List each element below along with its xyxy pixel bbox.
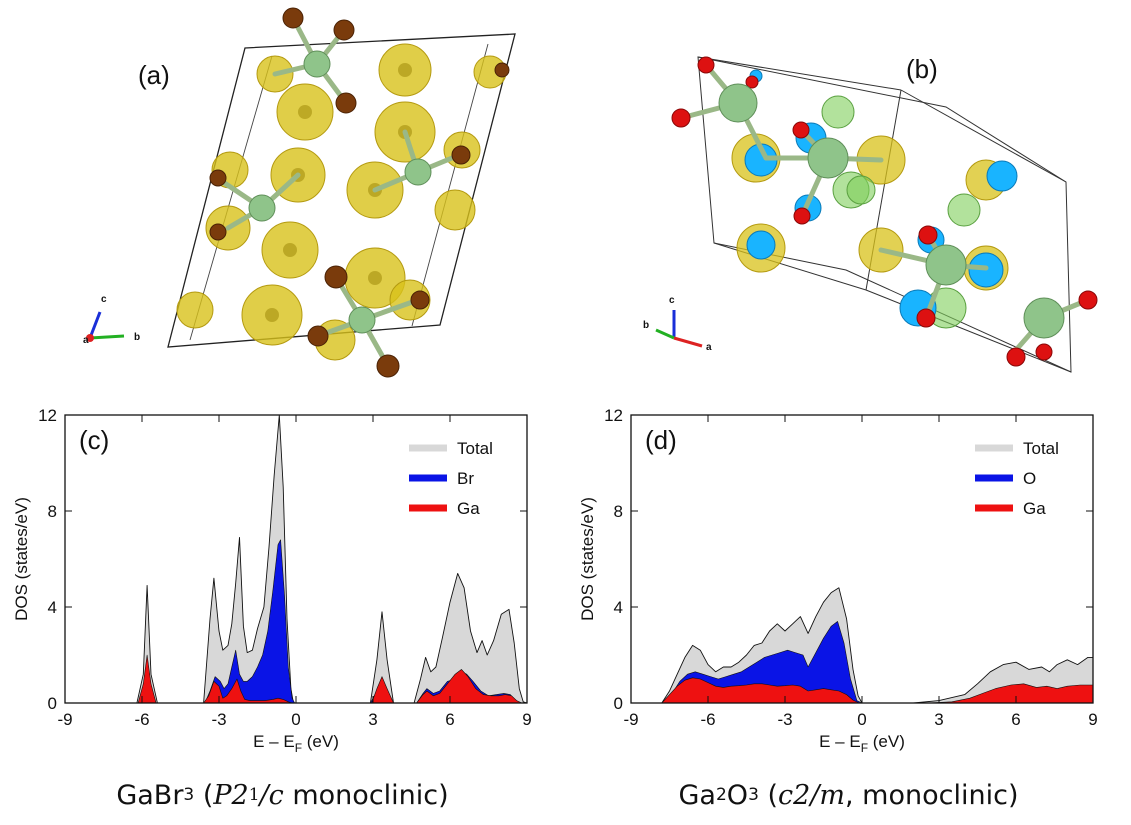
- x-tick-label: -3: [777, 710, 792, 729]
- x-tick-label: 6: [1011, 710, 1020, 729]
- legend-label-total: Total: [457, 439, 493, 458]
- x-tick-label: 0: [291, 710, 300, 729]
- axis-label-a: a: [83, 335, 89, 346]
- y-tick-label: 4: [614, 598, 623, 617]
- legend-label-br: Br: [457, 469, 474, 488]
- structure-panel-a: (a): [0, 0, 565, 395]
- unit-cell-outline: [167, 33, 516, 348]
- x-tick-label: 6: [445, 710, 454, 729]
- x-tick-label: 3: [934, 710, 943, 729]
- o-atoms: [671, 56, 1098, 367]
- legend-label-ga: Ga: [1023, 499, 1046, 518]
- caption-rest: monoclinic): [283, 779, 449, 811]
- br-atoms: [209, 7, 510, 378]
- series-area-total: [64, 414, 528, 704]
- axes-triad-b: a b c: [643, 295, 712, 353]
- x-tick-label: 9: [522, 710, 531, 729]
- legend-label-total: Total: [1023, 439, 1059, 458]
- y-axis-label: DOS (states/eV): [578, 497, 597, 621]
- structure-panel-b: (b): [566, 0, 1131, 395]
- caption-gabr3: GaBr 3 (P2 1/c monoclinic): [0, 770, 565, 820]
- caption-space-group: c2/m: [778, 779, 846, 811]
- dos-chart-d: -9 -6 -3 0 3 6 9 0 4 8 12 E – EF (eV) DOS (states/eV…: [566, 395, 1131, 775]
- legend-label-o: O: [1023, 469, 1036, 488]
- y-axis-label: DOS (states/eV): [12, 497, 31, 621]
- axis-label-b: b: [134, 332, 140, 343]
- gabr3-structure-illustration: (a): [83, 7, 516, 378]
- panel-label-b: (b): [906, 54, 938, 84]
- dos-chart-c-svg: -9 -6 -3 0 3 6 9 0 4 8 12 E – EF (eV) DOS (states/eV…: [12, 406, 532, 755]
- y-tick-label: 0: [48, 694, 57, 713]
- ga-atoms: [248, 50, 432, 334]
- x-tick-label: 3: [368, 710, 377, 729]
- panel-label: (c): [79, 425, 109, 455]
- caption-open-paren: (: [194, 779, 214, 811]
- series-area-ga: [630, 677, 1094, 704]
- caption-ga2o3: Ga 2 O 3 (c2/m, monoclinic): [566, 770, 1131, 820]
- caption-rest: , monoclinic): [845, 779, 1019, 811]
- isosurfaces-green: [821, 95, 981, 329]
- axis-label-a: a: [706, 342, 712, 353]
- x-axis-label: E – EF (eV): [819, 732, 905, 755]
- x-tick-label: -9: [57, 710, 72, 729]
- dos-chart-c: -9 -6 -3 0 3 6 9 0 4 8 12 E – EF (eV) DOS (states/eV…: [0, 395, 565, 775]
- caption-space-group-rest: /c: [259, 779, 284, 811]
- caption-formula-ga: Ga: [678, 779, 716, 811]
- y-tick-label: 12: [604, 406, 623, 425]
- y-tick-label: 0: [614, 694, 623, 713]
- axis-label-c: c: [669, 295, 675, 306]
- caption-formula-subscript: 3: [183, 785, 195, 805]
- caption-formula-subscript-2: 3: [748, 785, 759, 805]
- dos-chart-d-svg: -9 -6 -3 0 3 6 9 0 4 8 12 E – EF (eV) DOS (states/eV…: [578, 406, 1098, 755]
- axis-label-c: c: [101, 294, 107, 305]
- ga-atoms: [718, 83, 1065, 339]
- panel-label: (d): [645, 425, 677, 455]
- x-axis-label: E – EF (eV): [253, 732, 339, 755]
- panel-label-a: (a): [138, 60, 170, 90]
- x-tick-label: -3: [211, 710, 226, 729]
- caption-formula-subscript-1: 2: [715, 785, 727, 805]
- y-tick-label: 8: [614, 502, 623, 521]
- y-tick-label: 8: [48, 502, 57, 521]
- x-tick-label: 0: [857, 710, 866, 729]
- caption-space-group: P2: [213, 779, 249, 811]
- caption-formula: GaBr: [116, 779, 184, 811]
- ga2o3-structure-illustration: (b): [643, 54, 1098, 373]
- caption-space-group-subscript: 1: [248, 785, 260, 805]
- axes-triad-a: a b c: [83, 294, 140, 346]
- electron-localization-isosurfaces: [176, 43, 507, 361]
- caption-open-paren: (: [758, 779, 779, 811]
- axis-label-b: b: [643, 320, 649, 331]
- y-tick-label: 12: [38, 406, 57, 425]
- legend-label-ga: Ga: [457, 499, 480, 518]
- caption-formula-o: O: [726, 779, 749, 811]
- x-tick-label: -6: [700, 710, 715, 729]
- x-tick-label: -6: [134, 710, 149, 729]
- x-tick-label: 9: [1088, 710, 1097, 729]
- x-tick-label: -9: [623, 710, 638, 729]
- y-tick-label: 4: [48, 598, 57, 617]
